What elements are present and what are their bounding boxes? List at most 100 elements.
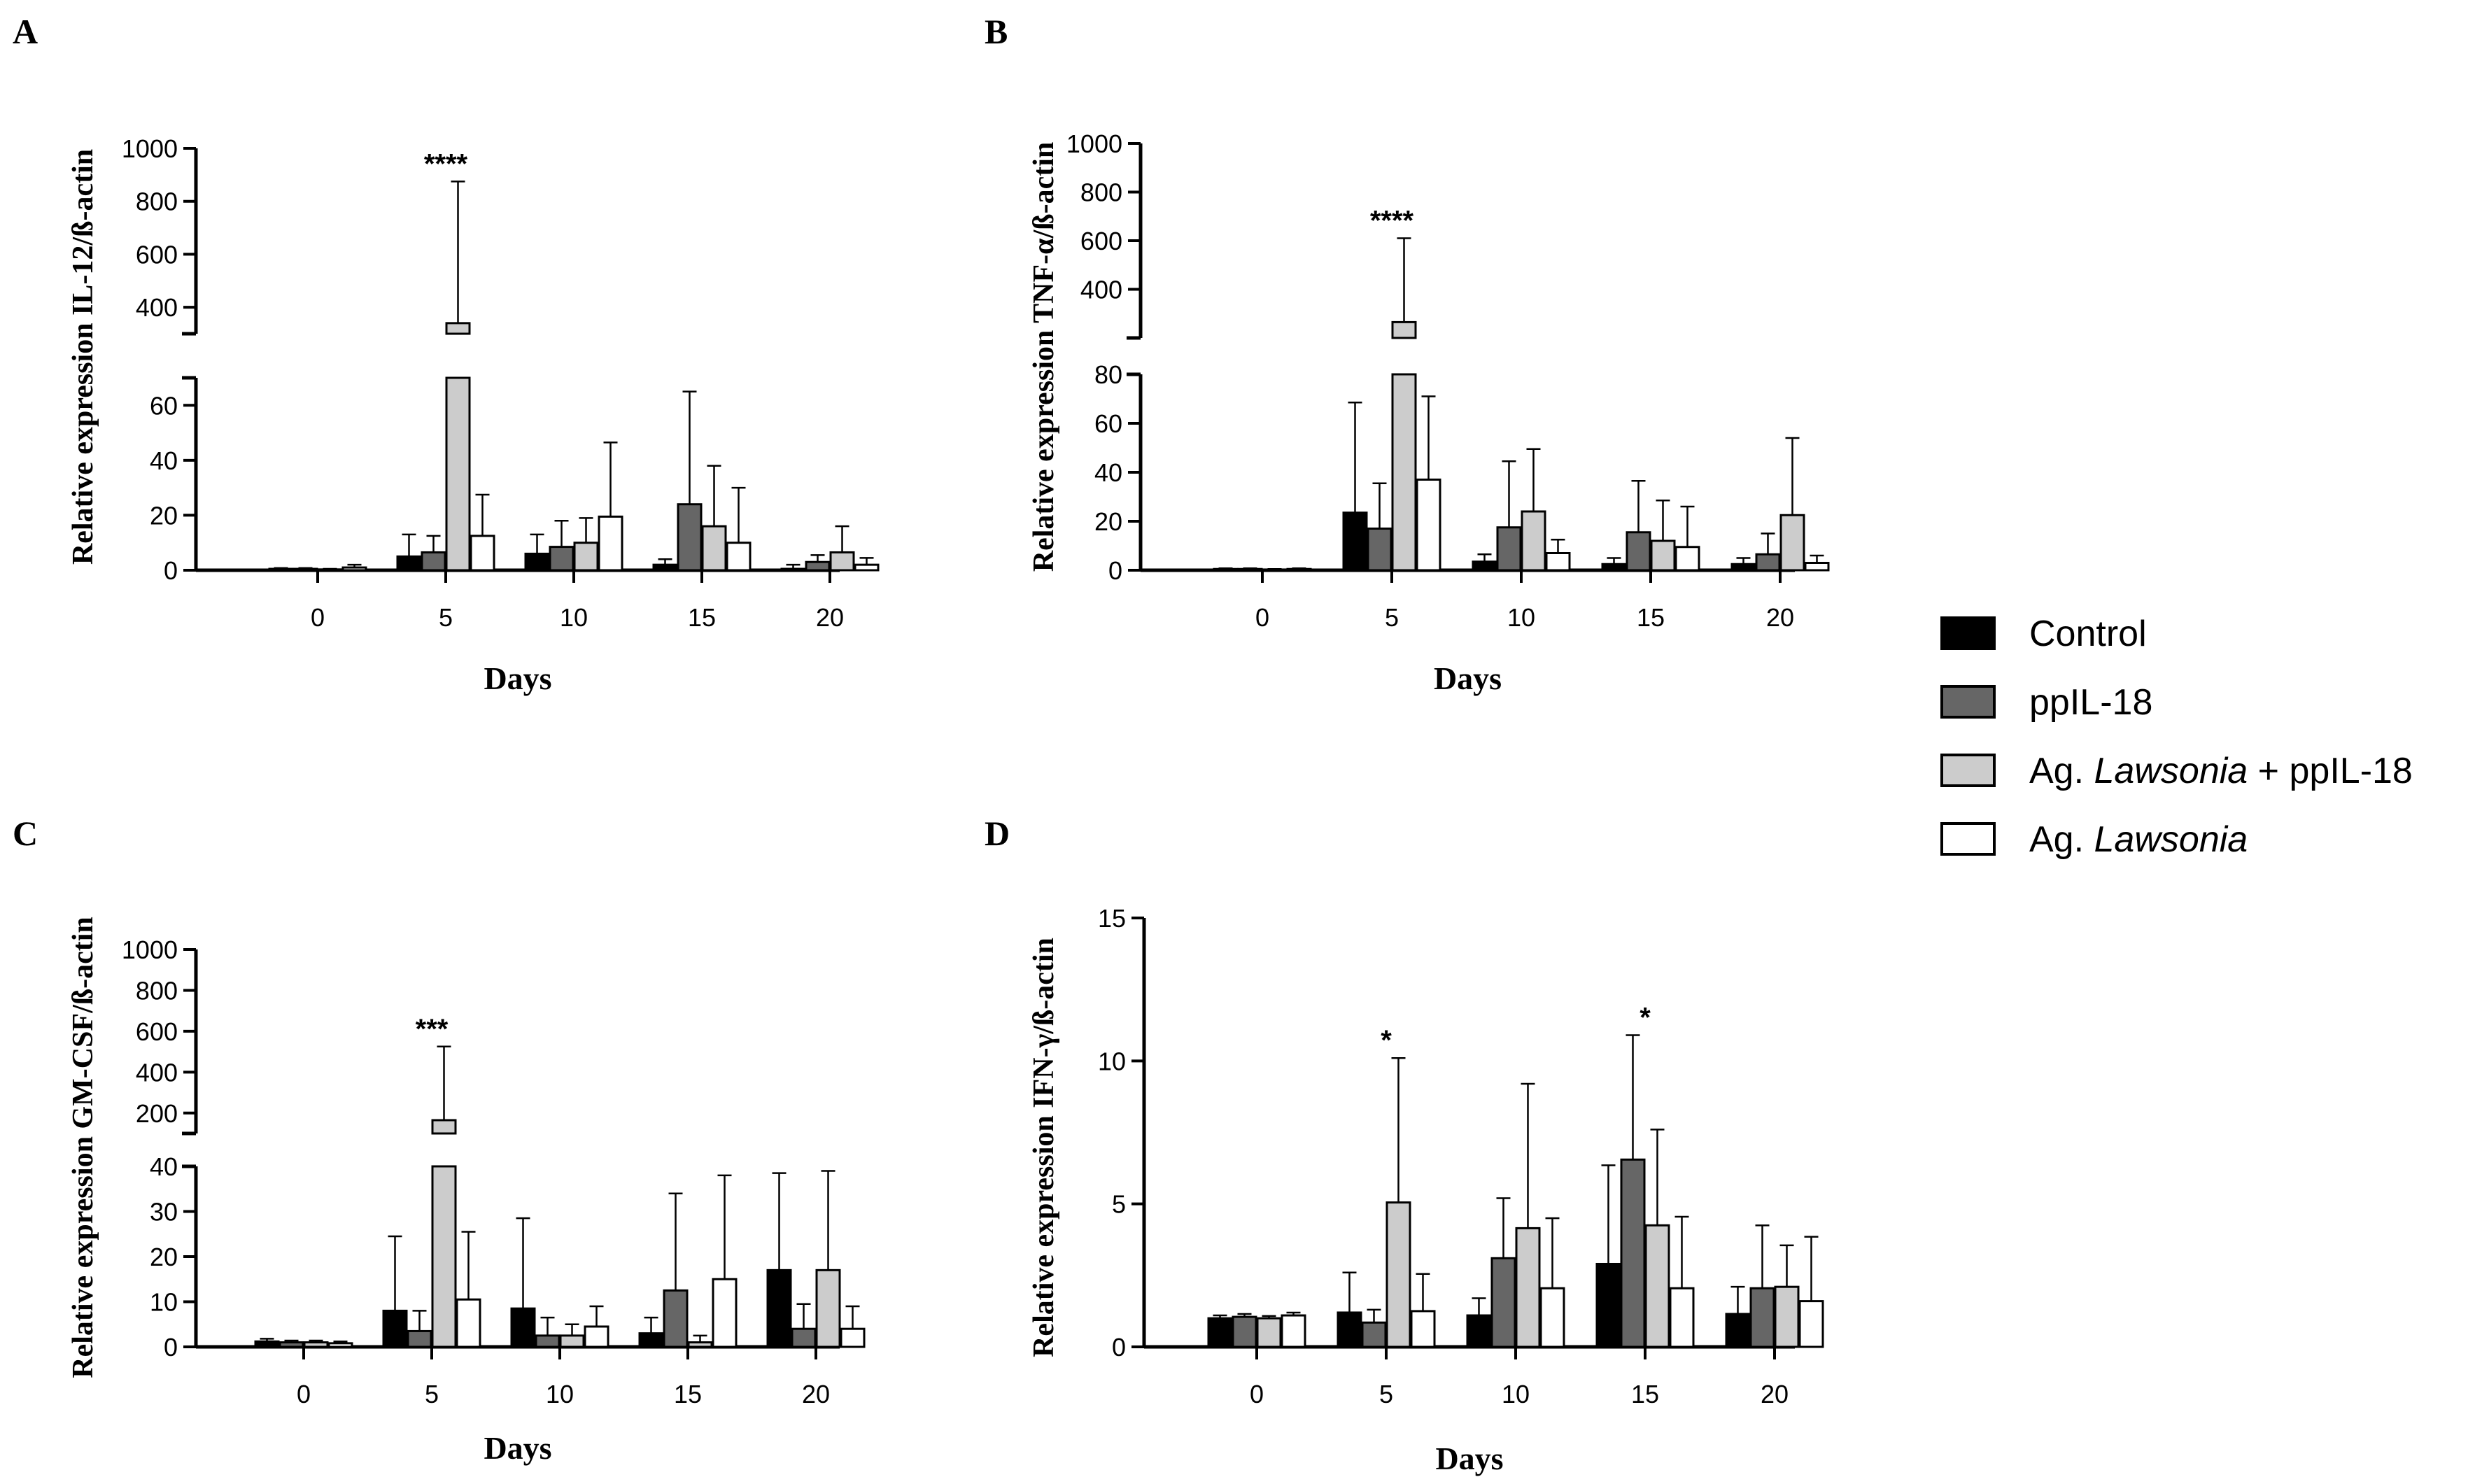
bar-c-20-s1 — [791, 1327, 817, 1348]
bar-a-0-s3 — [341, 566, 367, 572]
y-tick-label: 800 — [136, 976, 178, 1005]
y-tick-label: 800 — [136, 188, 178, 216]
bar-a-15-s2 — [701, 525, 727, 572]
significance-marker: *** — [416, 1014, 449, 1045]
bar-c-20-s3 — [840, 1327, 866, 1348]
y-axis-label: Relative expression GM-CSF/ß-actin — [67, 917, 99, 1378]
x-tick-label: 0 — [311, 603, 325, 632]
legend-label-prefix: Ag. — [2029, 819, 2094, 860]
bar-d-10-s0 — [1466, 1314, 1492, 1348]
bar-d-10-s3 — [1539, 1287, 1565, 1348]
legend-label-prefix: ppIL-18 — [2029, 682, 2152, 723]
bar-a-10-s0 — [524, 552, 550, 572]
bar-a-10-s1 — [549, 546, 574, 572]
y-tick-label: 1000 — [122, 134, 178, 163]
bar-d-5-s2 — [1385, 1201, 1411, 1348]
y-tick-label: 600 — [136, 240, 178, 269]
legend-label-prefix: Ag. — [2029, 751, 2094, 791]
legend-label-italic: Lawsonia — [2094, 751, 2248, 791]
bar-b-5-s1 — [1367, 528, 1392, 572]
x-tick-label: 0 — [1250, 1380, 1264, 1408]
bar-b-10-s1 — [1496, 526, 1522, 572]
legend-label-ppil18: ppIL-18 — [2029, 682, 2152, 723]
legend-label-italic: Lawsonia — [2094, 819, 2248, 860]
bar-d-15-s2 — [1644, 1224, 1670, 1348]
y-tick-label: 15 — [1098, 904, 1126, 933]
bar-c-15-s2 — [687, 1341, 713, 1348]
x-axis-label: Days — [484, 660, 551, 696]
x-tick-label: 15 — [1637, 603, 1665, 632]
bar-b-10-s0 — [1472, 560, 1497, 572]
y-tick-label: 600 — [1080, 227, 1122, 255]
bar-c-10-s2 — [559, 1334, 585, 1348]
bar-a-5-s0 — [396, 555, 422, 572]
legend-swatch-ppil18 — [1940, 685, 1996, 719]
y-tick-label: 60 — [150, 391, 178, 420]
bar-d-0-s3 — [1281, 1314, 1306, 1348]
y-axis-label: Relative expression IL-12/ß-actin — [67, 149, 99, 565]
bar-b-20-s3 — [1804, 562, 1830, 572]
significance-marker: * — [1381, 1025, 1392, 1056]
bar-b-0-s0 — [1213, 567, 1239, 572]
bar-c-10-s0 — [510, 1307, 536, 1348]
bar-a-15-s3 — [726, 542, 752, 572]
bar-a-10-s3 — [598, 515, 623, 572]
y-tick-label: 20 — [150, 1243, 178, 1271]
y-tick-label: 5 — [1112, 1190, 1126, 1219]
bar-d-15-s0 — [1595, 1262, 1621, 1348]
y-tick-label: 800 — [1080, 178, 1122, 207]
y-tick-label: 40 — [1094, 458, 1122, 487]
bar-c-0-s0 — [254, 1340, 280, 1348]
bar-c-20-s0 — [766, 1269, 792, 1348]
bar-d-5-s1 — [1361, 1321, 1387, 1348]
y-tick-label: 1000 — [1066, 129, 1122, 158]
bar-c-20-s2 — [815, 1269, 841, 1348]
bar-b-15-s0 — [1601, 563, 1627, 572]
bar-c-5-s3 — [456, 1298, 481, 1348]
bar-a-20-s3 — [854, 563, 880, 572]
bar-b-20-s0 — [1730, 563, 1756, 572]
x-tick-label: 10 — [1507, 603, 1535, 632]
bar-upper-segment — [1391, 320, 1417, 339]
bar-b-15-s2 — [1650, 539, 1676, 572]
legend-label-control: Control — [2029, 614, 2147, 654]
bar-d-5-s3 — [1410, 1310, 1436, 1348]
bar-c-0-s2 — [303, 1341, 329, 1348]
bar-b-0-s1 — [1237, 567, 1263, 572]
bar-b-0-s3 — [1286, 567, 1312, 572]
bar-d-20-s2 — [1774, 1285, 1800, 1348]
y-tick-label: 40 — [150, 446, 178, 475]
bar-a-20-s2 — [829, 551, 855, 572]
x-tick-label: 15 — [674, 1380, 702, 1408]
y-tick-label: 0 — [1108, 556, 1122, 585]
chart-panels: A Relative expression IL-12/ß-actin Days 0 2… — [13, 12, 1830, 1476]
bar-a-10-s2 — [573, 542, 599, 572]
x-tick-label: 0 — [297, 1380, 311, 1408]
panel-letter: D — [985, 814, 1010, 853]
y-tick-label: 1000 — [122, 935, 178, 964]
bar-b-10-s3 — [1545, 552, 1571, 572]
bar-d-0-s0 — [1207, 1317, 1233, 1348]
y-tick-label: 400 — [136, 293, 178, 322]
y-tick-label: 0 — [1112, 1333, 1126, 1362]
bar-c-10-s1 — [535, 1334, 560, 1348]
bar-d-20-s0 — [1725, 1313, 1751, 1348]
x-tick-label: 15 — [688, 603, 716, 632]
x-axis-label: Days — [484, 1430, 551, 1466]
panel-C: C Relative expression GM-CSF/ß-actin Days 0… — [13, 814, 866, 1466]
significance-marker: **** — [1370, 206, 1414, 236]
bar-a-15-s1 — [677, 503, 703, 572]
bar-d-20-s3 — [1798, 1300, 1824, 1348]
x-tick-label: 20 — [802, 1380, 830, 1408]
legend-label-ag: Ag. Lawsonia — [2029, 819, 2248, 860]
y-tick-label: 10 — [1098, 1047, 1126, 1075]
y-tick-label: 60 — [1094, 409, 1122, 438]
x-tick-label: 20 — [816, 603, 844, 632]
y-axis-label: Relative expression TNF-α/ß-actin — [1028, 142, 1060, 572]
bar-a-5-s1 — [421, 551, 446, 572]
y-tick-label: 40 — [150, 1152, 178, 1181]
x-tick-label: 0 — [1255, 603, 1269, 632]
bar-a-0-s1 — [292, 567, 318, 572]
y-tick-label: 20 — [150, 501, 178, 530]
